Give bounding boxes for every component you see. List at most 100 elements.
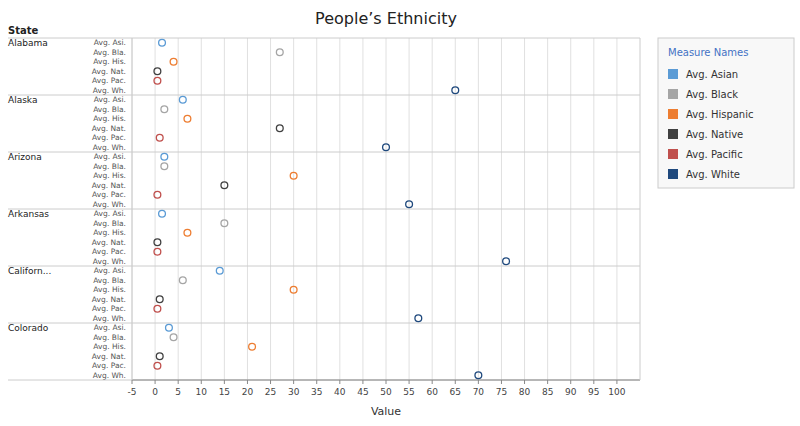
tick-label: -5 <box>128 387 137 397</box>
point <box>221 182 228 189</box>
point <box>159 210 166 217</box>
point <box>154 77 161 84</box>
point <box>154 305 161 312</box>
group-label: Californ... <box>8 266 51 276</box>
tick-label: 50 <box>380 387 392 397</box>
tick-mark <box>270 380 271 384</box>
legend-entry: Avg. Black <box>686 89 738 100</box>
tick-mark <box>593 380 594 384</box>
tick-label: 45 <box>357 387 368 397</box>
x-axis-label: Value <box>371 405 401 418</box>
legend-swatch <box>668 129 678 139</box>
legend-box <box>658 38 794 188</box>
point <box>290 286 297 293</box>
tick-mark <box>201 380 202 384</box>
plot-edge <box>132 38 133 380</box>
category-label: Avg. Nat. <box>92 238 126 247</box>
category-label: Avg. His. <box>93 57 126 66</box>
category-label: Avg. Pac. <box>92 190 126 199</box>
legend-swatch <box>668 149 678 159</box>
point <box>276 49 283 56</box>
category-label: Avg. Wh. <box>93 257 126 266</box>
point <box>156 296 163 303</box>
category-label: Avg. Wh. <box>93 86 126 95</box>
category-label: Avg. Asi. <box>94 323 126 332</box>
point <box>156 353 163 360</box>
point <box>170 334 177 341</box>
legend-title: Measure Names <box>668 47 748 58</box>
category-label: Avg. Bla. <box>93 333 126 342</box>
points <box>154 39 509 378</box>
tick-label: 5 <box>175 387 181 397</box>
category-label: Avg. His. <box>93 171 126 180</box>
category-label: Avg. Bla. <box>93 219 126 228</box>
legend-entry: Avg. Hispanic <box>686 109 753 120</box>
point <box>216 267 223 274</box>
category-label: Avg. Wh. <box>93 314 126 323</box>
category-label: Avg. His. <box>93 228 126 237</box>
tick-label: 35 <box>311 387 322 397</box>
group-label: Arkansas <box>8 209 49 219</box>
category-label: Avg. Nat. <box>92 352 126 361</box>
tick-mark <box>524 380 525 384</box>
grid <box>8 38 640 380</box>
tick-label: 85 <box>542 387 553 397</box>
point <box>154 68 161 75</box>
point <box>161 153 168 160</box>
point <box>179 277 186 284</box>
category-label: Avg. Nat. <box>92 181 126 190</box>
category-label: Avg. Wh. <box>93 143 126 152</box>
point <box>179 96 186 103</box>
category-label: Avg. Pac. <box>92 304 126 313</box>
category-label: Avg. Wh. <box>93 371 126 380</box>
legend-entry: Avg. White <box>686 169 740 180</box>
category-label: Avg. Bla. <box>93 276 126 285</box>
tick-mark <box>339 380 340 384</box>
tick-label: 70 <box>473 387 485 397</box>
point <box>156 134 163 141</box>
tick-label: 80 <box>519 387 531 397</box>
tick-label: 25 <box>265 387 276 397</box>
category-label: Avg. Bla. <box>93 162 126 171</box>
point <box>290 172 297 179</box>
tick-mark <box>570 380 571 384</box>
tick-label: 65 <box>450 387 461 397</box>
plot-edge <box>640 38 641 380</box>
group-label: Alaska <box>8 95 37 105</box>
group-label: Colorado <box>8 323 49 333</box>
category-label: Avg. Asi. <box>94 38 126 47</box>
tick-label: 55 <box>403 387 414 397</box>
group-label: Arizona <box>8 152 42 162</box>
tick-label: 95 <box>588 387 599 397</box>
tick-mark <box>293 380 294 384</box>
point <box>221 220 228 227</box>
point <box>503 258 510 265</box>
tick-label: 30 <box>288 387 300 397</box>
tick-label: 100 <box>608 387 625 397</box>
category-label: Avg. Asi. <box>94 152 126 161</box>
tick-mark <box>547 380 548 384</box>
tick-mark <box>455 380 456 384</box>
tick-mark <box>362 380 363 384</box>
point <box>166 324 173 331</box>
point <box>383 144 390 151</box>
category-label: Avg. Bla. <box>93 105 126 114</box>
point <box>415 315 422 322</box>
legend-entry: Avg. Native <box>686 129 743 140</box>
legend-swatch <box>668 109 678 119</box>
category-label: Avg. His. <box>93 342 126 351</box>
category-label: Avg. Nat. <box>92 124 126 133</box>
category-label: Avg. Nat. <box>92 295 126 304</box>
point <box>170 58 177 65</box>
point <box>184 115 191 122</box>
legend-entry: Avg. Asian <box>686 69 738 80</box>
point <box>161 163 168 170</box>
tick-mark <box>501 380 502 384</box>
tick-label: 40 <box>334 387 346 397</box>
group-label: Alabama <box>8 38 48 48</box>
point <box>406 201 413 208</box>
legend-swatch <box>668 69 678 79</box>
point <box>154 362 161 369</box>
tick-label: 15 <box>219 387 230 397</box>
tick-mark <box>155 380 156 384</box>
